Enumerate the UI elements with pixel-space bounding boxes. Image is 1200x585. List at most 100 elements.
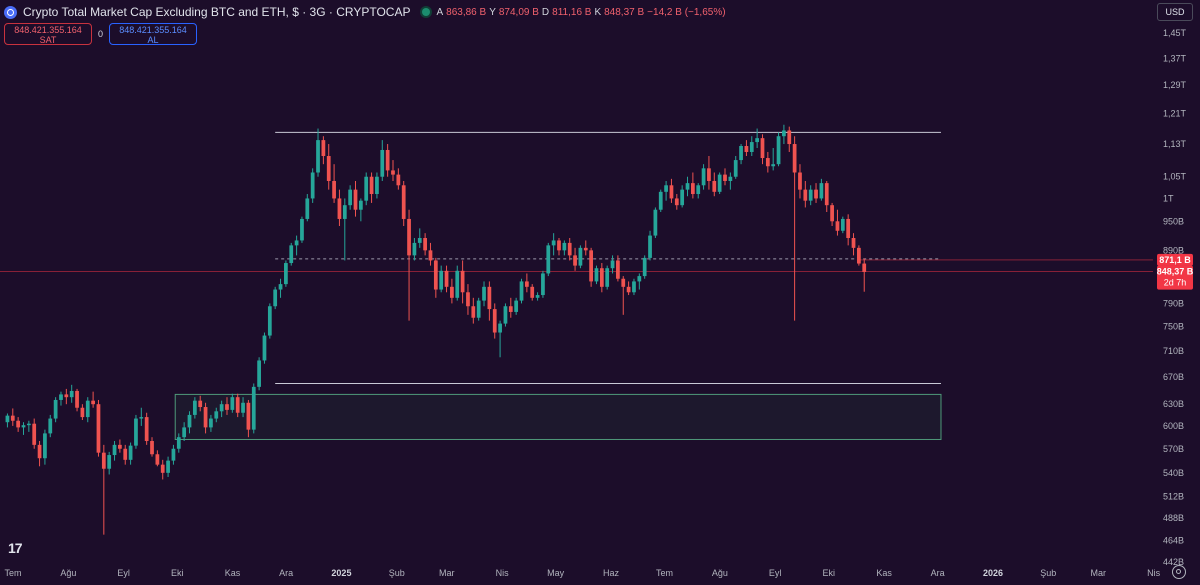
candle [150, 437, 154, 457]
candle-body [166, 460, 170, 473]
x-tick-label: Mar [1091, 568, 1107, 578]
candle-body [433, 260, 438, 290]
candle [107, 451, 112, 475]
candle-body [466, 292, 470, 307]
candle [380, 140, 385, 181]
candle [144, 412, 149, 445]
trade-panel: 848.421.355.164 SAT 0 848.421.355.164 AL [4, 23, 198, 45]
candle [59, 391, 63, 406]
y-tick-label: 790B [1163, 298, 1184, 308]
buy-label: AL [147, 35, 159, 45]
candle [332, 164, 336, 203]
candle [857, 245, 861, 266]
candle-body [541, 273, 545, 296]
candle [284, 260, 288, 287]
candle-body [765, 158, 770, 167]
candle [176, 433, 181, 453]
candle [690, 172, 695, 199]
y-tick-label: 950B [1163, 216, 1184, 226]
candle [460, 260, 465, 304]
candle-body [669, 185, 674, 199]
candle [305, 194, 310, 222]
sell-price: 848.421.355.164 [14, 25, 82, 35]
candle [101, 444, 106, 535]
candle-body [782, 130, 786, 137]
candle [364, 172, 369, 206]
candle [578, 245, 583, 269]
x-tick-label: Ağu [60, 568, 76, 578]
candle [792, 136, 797, 321]
candle [744, 140, 749, 157]
x-tick-label: Nis [496, 568, 509, 578]
candle [192, 397, 197, 419]
crypto-symbol-icon[interactable] [4, 5, 17, 19]
candle-body [16, 420, 21, 428]
candle-body [412, 242, 417, 256]
candle [466, 284, 470, 315]
candle-body [760, 138, 765, 159]
buy-button[interactable]: 848.421.355.164 AL [109, 23, 198, 45]
x-tick-label: Haz [603, 568, 620, 578]
chart-settings-icon[interactable] [1172, 565, 1186, 579]
candle-body [621, 278, 626, 287]
candle [707, 156, 711, 190]
candle-body [535, 295, 540, 298]
y-tick-label: 890B [1163, 245, 1184, 255]
candle-body [64, 394, 69, 398]
candle [10, 408, 15, 426]
candle [407, 209, 411, 321]
x-tick-label: Ara [279, 568, 293, 578]
candle [519, 278, 524, 304]
candle-body [530, 286, 535, 298]
candle-body [482, 286, 486, 301]
candle [316, 128, 320, 177]
candle [530, 284, 535, 301]
candle-body [803, 189, 808, 201]
candle [482, 281, 486, 307]
market-status-icon [422, 8, 431, 16]
candle [337, 189, 342, 227]
candle-body [262, 335, 267, 361]
candle [680, 185, 685, 208]
chart-title[interactable]: Crypto Total Market Cap Excluding BTC an… [23, 5, 411, 19]
candle-body [776, 136, 781, 165]
candle-body [43, 433, 47, 459]
candle [310, 168, 315, 203]
candle-body [407, 218, 411, 256]
candle-body [792, 144, 797, 173]
y-tick-label: 750B [1163, 322, 1184, 332]
candle-body [128, 445, 133, 460]
candle [551, 233, 556, 256]
candle-body [348, 189, 353, 206]
candle-body [358, 200, 363, 210]
candle [782, 124, 786, 145]
currency-button[interactable]: USD [1157, 3, 1193, 21]
candle-body [107, 455, 112, 469]
candle-body [391, 170, 395, 175]
candle [112, 441, 117, 461]
candle-body [375, 176, 379, 195]
candle-body [59, 394, 63, 400]
candle [567, 238, 572, 261]
candle [492, 303, 497, 339]
candle-body [294, 240, 299, 246]
candle-body [471, 306, 476, 318]
ohlc-open-key: A [436, 6, 444, 18]
candle-body [428, 250, 433, 261]
candle-body [10, 415, 15, 421]
candle [648, 230, 652, 261]
candle-body [653, 209, 658, 236]
candle [701, 164, 706, 190]
y-tick-label: 570B [1163, 444, 1184, 454]
sell-button[interactable]: 848.421.355.164 SAT [4, 23, 92, 45]
tradingview-logo[interactable]: 17 [8, 540, 23, 556]
candle-layer [5, 124, 867, 535]
candle-body [696, 185, 701, 195]
candle-body [707, 168, 711, 181]
candle [85, 397, 90, 423]
candle [808, 185, 813, 206]
candle-body [439, 270, 444, 290]
candle-body [150, 441, 154, 455]
y-tick-label: 710B [1163, 346, 1184, 356]
